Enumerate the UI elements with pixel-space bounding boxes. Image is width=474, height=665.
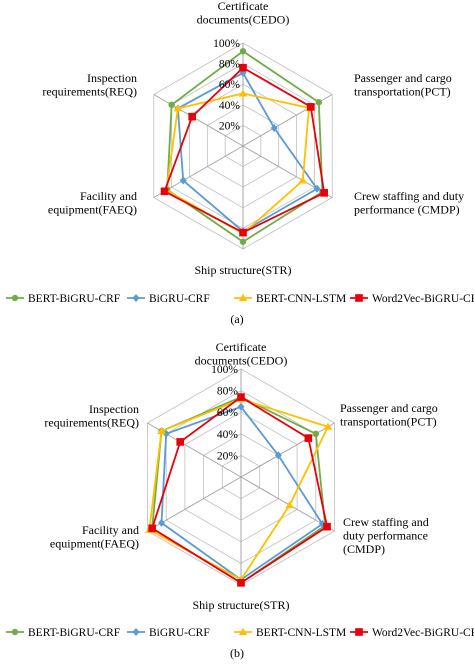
axis-label-pct: Passenger and cargo transportation(PCT) bbox=[340, 401, 438, 429]
radar-chart-b: 20% 40% 60% 80% 100%Certificate documents(CED… bbox=[6, 340, 474, 660]
legend-marker bbox=[238, 627, 248, 635]
data-point-pct bbox=[304, 434, 313, 442]
axis-labels: Certificate documents(CEDO) Passenger and … bbox=[44, 340, 437, 612]
data-point-cedo bbox=[239, 48, 247, 55]
axis-label-cedo: Certificate documents(CEDO) bbox=[197, 0, 290, 27]
legend-marker bbox=[355, 628, 363, 636]
axis-label-cmdp: Crew staffing and duty performance (CMDP) bbox=[354, 189, 464, 217]
tick-label: 100% bbox=[211, 364, 238, 376]
axis-label-cedo: Certificate documents(CEDO) bbox=[195, 340, 288, 368]
series-word2vec-bigru-crf bbox=[160, 63, 328, 237]
tick-labels: 20% 40% 60% 80% 100% bbox=[213, 38, 240, 132]
data-point-cedo bbox=[238, 89, 248, 97]
tick-label: 80% bbox=[217, 386, 239, 398]
data-point-cmdp bbox=[323, 522, 331, 531]
legend-marker bbox=[132, 294, 140, 302]
legend-label: BERT-BiGRU-CRF bbox=[28, 627, 120, 639]
legend-label: Word2Vec-BiGRU-CRF bbox=[372, 293, 474, 305]
series-bigru-crf bbox=[157, 402, 326, 584]
axis-label-req: Inspection requirements(REQ) bbox=[44, 402, 139, 430]
axis-label-str: Ship structure(STR) bbox=[193, 598, 290, 612]
data-point-cedo bbox=[239, 63, 247, 72]
axis-label-faeq: Facility and equipment(FAEQ) bbox=[48, 189, 137, 217]
tick-label: 80% bbox=[219, 59, 241, 71]
tick-label: 60% bbox=[219, 79, 241, 91]
legend-label: BERT-BiGRU-CRF bbox=[28, 293, 120, 305]
legend-label: BERT-CNN-LSTM bbox=[256, 293, 346, 305]
data-point-req bbox=[173, 104, 183, 112]
spoke-pct bbox=[240, 422, 335, 478]
axis-label-req: Inspection requirements(REQ) bbox=[42, 71, 137, 99]
legend-item: BERT-BiGRU-CRF bbox=[6, 627, 120, 639]
data-point-str bbox=[239, 238, 247, 245]
radar-chart-a: 20%40%60%80%100%Certificate documents(CED… bbox=[6, 0, 474, 326]
legend-item: BiGRU-CRF bbox=[127, 627, 210, 639]
tick-label: 20% bbox=[219, 120, 241, 132]
tick-label: 60% bbox=[217, 407, 239, 419]
tick-label: 100% bbox=[213, 38, 240, 50]
series-bert-bigru-crf bbox=[163, 48, 326, 245]
legend: BERT-BiGRU-CRF BiGRU-CRF BERT-CNN-LSTM Word… bbox=[6, 293, 474, 305]
data-point-faeq bbox=[160, 187, 169, 196]
data-point-req bbox=[157, 426, 166, 435]
tick-label: 40% bbox=[217, 429, 239, 441]
data-point-req bbox=[168, 101, 175, 109]
panel-label: (b) bbox=[230, 646, 244, 660]
legend-marker bbox=[11, 628, 19, 636]
data-point-faeq bbox=[148, 524, 156, 533]
legend-label: BiGRU-CRF bbox=[149, 293, 210, 305]
legend-marker bbox=[238, 293, 248, 301]
legend-item: BERT-CNN-LSTM bbox=[234, 293, 346, 305]
series-bert-cnn-lstm bbox=[145, 395, 333, 583]
series-word2vec-bigru-crf bbox=[148, 393, 331, 587]
legend-marker bbox=[355, 294, 363, 302]
data-point-faeq bbox=[179, 176, 187, 185]
legend-item: BERT-BiGRU-CRF bbox=[6, 293, 120, 305]
tick-labels: 20% 40% 60% 80% 100% bbox=[211, 364, 238, 462]
data-point-pct bbox=[306, 103, 315, 111]
data-point-req bbox=[188, 112, 196, 121]
legend: BERT-BiGRU-CRF BiGRU-CRF BERT-CNN-LSTM Word… bbox=[6, 627, 474, 639]
data-point-pct bbox=[274, 451, 282, 460]
data-point-str bbox=[239, 228, 247, 237]
axis-label-str: Ship structure(STR) bbox=[195, 263, 292, 277]
data-point-pct bbox=[270, 123, 278, 132]
data-point-pct bbox=[315, 99, 323, 106]
spoke-req bbox=[153, 94, 244, 147]
data-point-pct bbox=[312, 430, 320, 437]
panel-label: (a) bbox=[230, 312, 243, 326]
data-point-req bbox=[176, 438, 185, 446]
data-point-cmdp bbox=[313, 184, 321, 193]
axis-label-cmdp: Crew staffing and duty performance (CMDP) bbox=[343, 515, 429, 556]
data-point-pct bbox=[323, 422, 333, 430]
legend-marker bbox=[132, 628, 140, 636]
data-point-str bbox=[237, 579, 245, 587]
data-point-req bbox=[162, 429, 170, 438]
legend-item: Word2Vec-BiGRU-CRF bbox=[350, 293, 474, 305]
legend-marker bbox=[11, 294, 19, 302]
legend-item: BiGRU-CRF bbox=[127, 293, 210, 305]
tick-label: 40% bbox=[219, 100, 241, 112]
spoke-cmdp bbox=[240, 476, 335, 532]
legend-item: BERT-CNN-LSTM bbox=[234, 627, 346, 639]
tick-label: 20% bbox=[217, 450, 239, 462]
legend-label: BiGRU-CRF bbox=[149, 627, 210, 639]
legend-item: Word2Vec-BiGRU-CRF bbox=[350, 627, 474, 639]
legend-label: BERT-CNN-LSTM bbox=[256, 627, 346, 639]
axis-labels: Certificate documents(CEDO) Passenger and … bbox=[42, 0, 464, 277]
data-point-cedo bbox=[237, 393, 245, 401]
axis-label-faeq: Facility and equipment(FAEQ) bbox=[50, 523, 139, 551]
data-point-faeq bbox=[157, 518, 165, 527]
axis-label-pct: Passenger and cargo transportation(PCT) bbox=[354, 71, 452, 99]
data-point-cmdp bbox=[320, 189, 328, 197]
data-point-cedo bbox=[237, 402, 245, 411]
legend-label: Word2Vec-BiGRU-CRF bbox=[372, 627, 474, 639]
data-point-cmdp bbox=[285, 500, 294, 509]
data-point-cmdp bbox=[298, 176, 307, 184]
